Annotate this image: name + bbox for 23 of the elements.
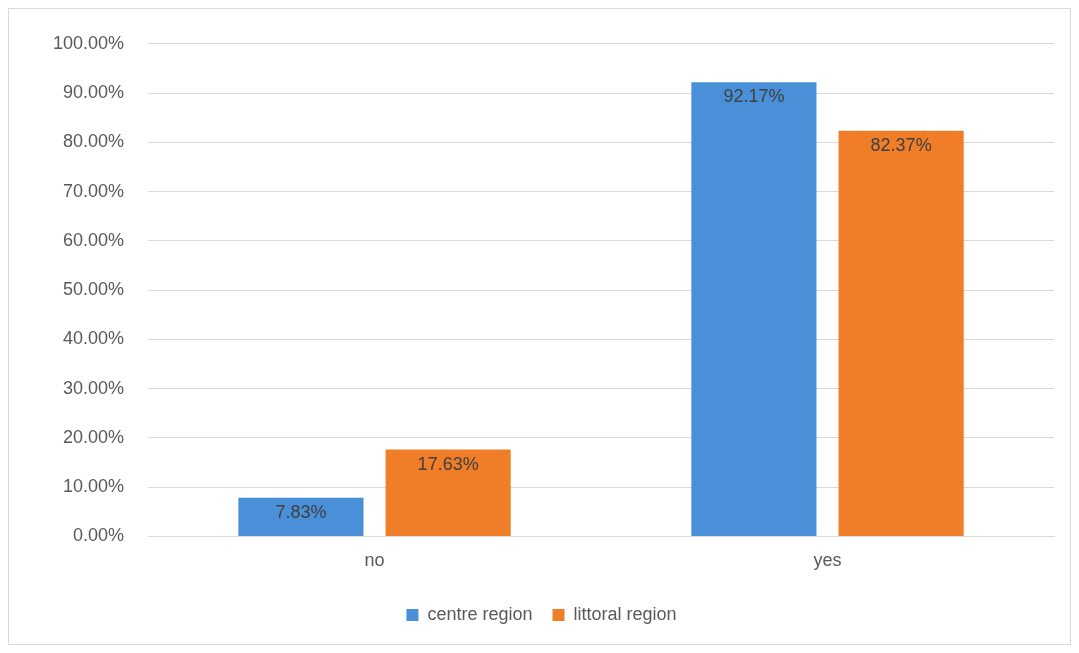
y-tick-label: 90.00% <box>63 82 125 103</box>
y-tick-label: 20.00% <box>63 426 125 447</box>
data-label: 17.63% <box>417 453 479 474</box>
x-tick-label: yes <box>813 550 842 571</box>
data-label: 92.17% <box>723 86 785 107</box>
y-tick-label: 70.00% <box>63 180 125 201</box>
legend-label: centre region <box>427 603 533 624</box>
y-tick-label: 30.00% <box>63 377 125 398</box>
y-tick-label: 80.00% <box>63 131 125 152</box>
y-tick-label: 0.00% <box>73 525 125 546</box>
x-tick-label: no <box>364 550 385 571</box>
bar <box>838 130 964 536</box>
bar <box>385 449 511 536</box>
y-tick-label: 50.00% <box>63 279 125 300</box>
bar <box>238 497 364 536</box>
legend-label: littoral region <box>573 603 677 624</box>
y-tick-label: 60.00% <box>63 229 125 250</box>
data-label: 82.37% <box>870 134 932 155</box>
y-tick-label: 40.00% <box>63 328 125 349</box>
bar <box>691 82 817 536</box>
y-tick-label: 100.00% <box>53 32 125 53</box>
y-tick-label: 10.00% <box>63 476 125 497</box>
data-label: 7.83% <box>275 501 327 522</box>
